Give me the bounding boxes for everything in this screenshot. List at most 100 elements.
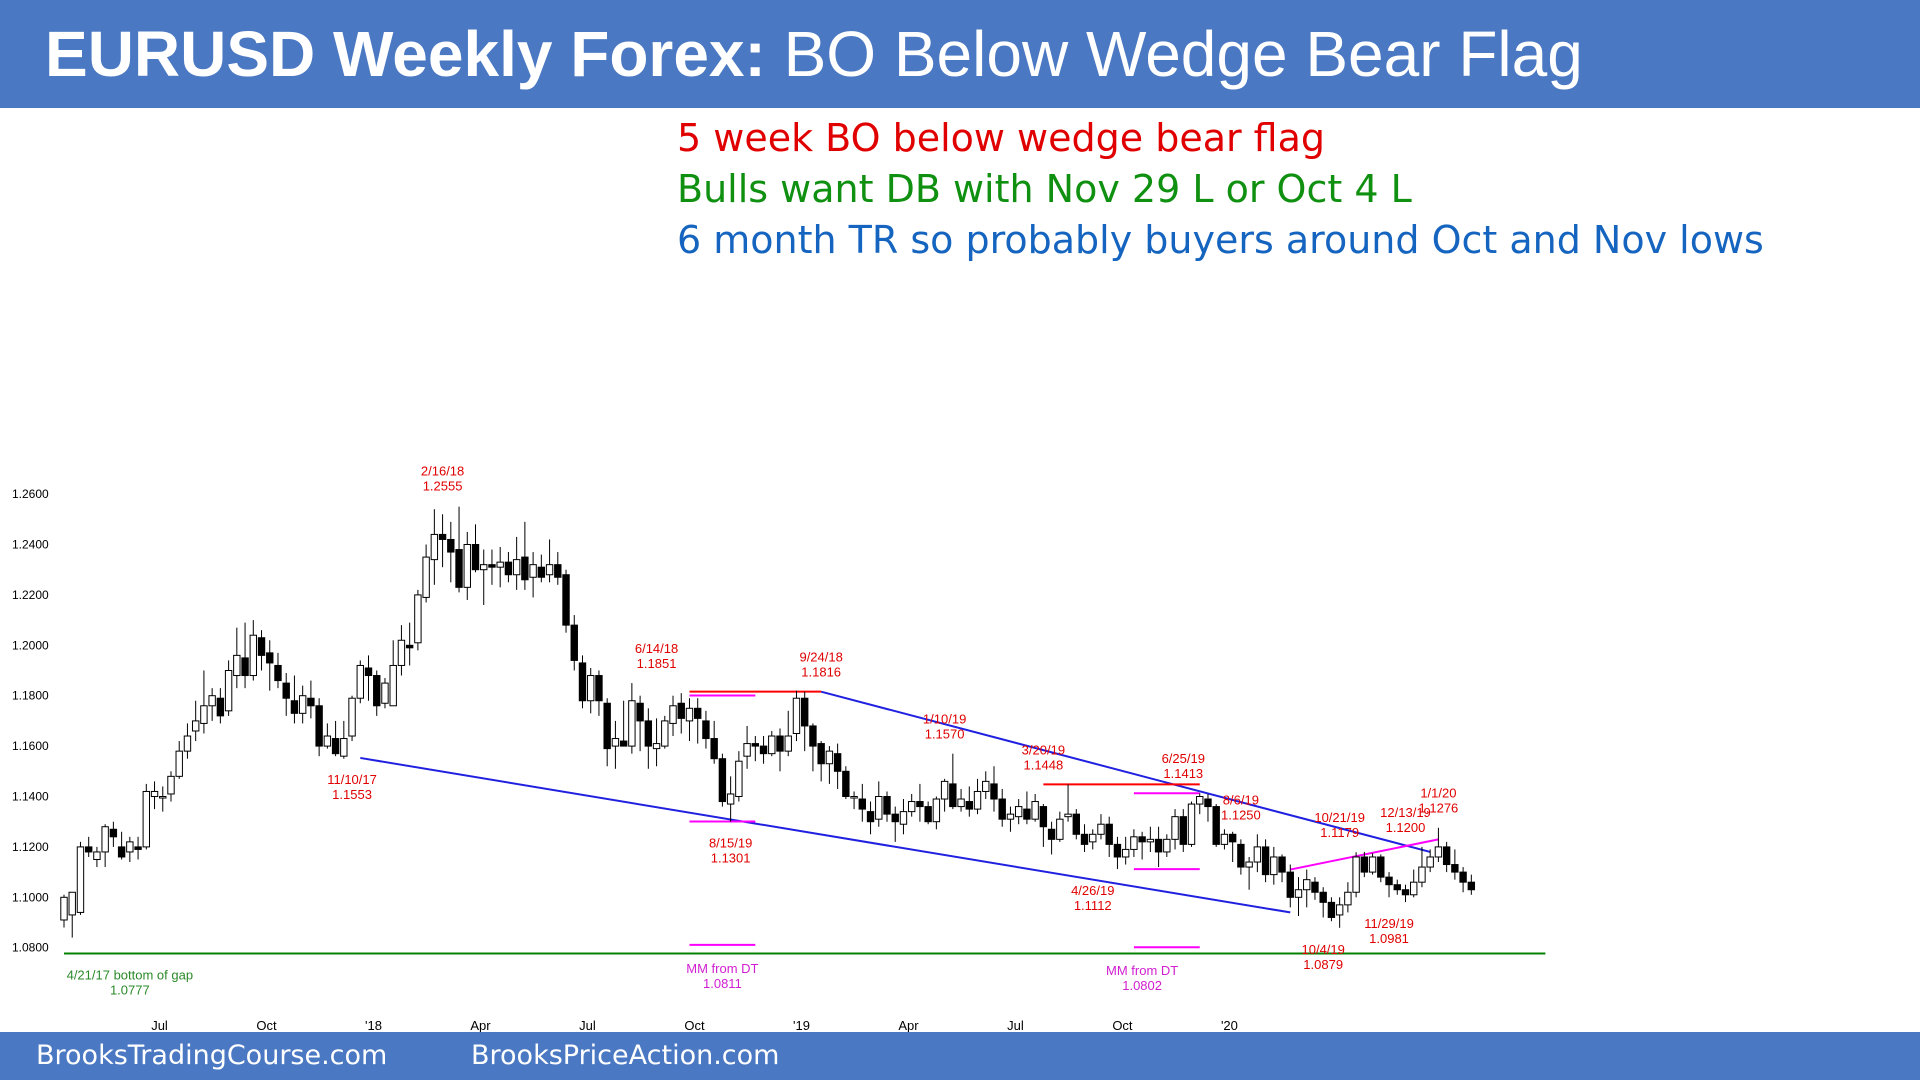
candle-body: [1228, 833, 1237, 843]
candle-body: [405, 644, 414, 649]
annotation-date: 8/15/19: [709, 835, 752, 850]
candle-body: [1410, 881, 1418, 896]
candle-body: [126, 841, 134, 853]
candle-body: [1319, 891, 1327, 903]
x-tick-label: Apr: [898, 1018, 919, 1032]
footer-link-trading-course[interactable]: BrooksTradingCourse.com: [36, 1040, 388, 1071]
candle-body: [381, 682, 389, 704]
candle-body: [1327, 901, 1336, 918]
candle-body: [545, 564, 554, 576]
candle-body: [1204, 798, 1212, 808]
candle-body: [644, 720, 653, 747]
candle-body: [842, 770, 850, 797]
candle-body: [1220, 833, 1229, 845]
candle-body: [1154, 838, 1163, 853]
candle-body: [1459, 871, 1467, 883]
candle-body: [340, 738, 348, 757]
candle-body: [636, 702, 644, 722]
candle-body: [1261, 846, 1270, 876]
candle-body: [241, 657, 249, 677]
candle-body: [1418, 866, 1426, 883]
candle-body: [134, 846, 142, 850]
candle-body: [266, 652, 274, 664]
candle-body: [521, 556, 529, 581]
candle-body: [1089, 833, 1097, 843]
candle-body: [274, 664, 282, 682]
candle-body: [397, 639, 406, 666]
candle-body: [866, 811, 875, 823]
candle-body: [735, 760, 743, 797]
candle-body: [726, 793, 735, 805]
candle-body: [1393, 884, 1401, 891]
candle-body: [932, 798, 941, 823]
annotation-date: 4/26/19: [1071, 883, 1114, 898]
annotation-price: 1.1200: [1386, 820, 1426, 835]
footer-link-price-action[interactable]: BrooksPriceAction.com: [471, 1040, 780, 1071]
candle-body: [455, 549, 463, 588]
x-tick-label: '18: [365, 1018, 382, 1032]
candle-body: [471, 544, 480, 571]
y-tick-label: 1.1200: [12, 840, 49, 854]
annotation-price: 1.1250: [1221, 807, 1261, 822]
candle-body: [1451, 864, 1459, 873]
candle-body: [257, 637, 266, 656]
candle-body: [587, 675, 595, 702]
candle-body: [677, 702, 685, 719]
candle-body: [282, 682, 290, 699]
candle-body: [1097, 823, 1105, 835]
candle-body: [1335, 904, 1344, 916]
annotation-price: 1.1413: [1163, 766, 1203, 781]
candle-body: [1401, 889, 1410, 896]
candle-body: [825, 750, 834, 765]
candle-body: [1014, 806, 1023, 818]
x-tick-label: Oct: [684, 1018, 705, 1032]
x-tick-label: '20: [1221, 1018, 1238, 1032]
candle-body: [496, 561, 504, 568]
candle-body: [776, 735, 784, 752]
candle-body: [1056, 818, 1064, 840]
candle-body: [414, 594, 422, 644]
x-tick-label: '19: [793, 1018, 810, 1032]
page-title: EURUSD Weekly Forex: BO Below Wedge Bear…: [45, 14, 1583, 94]
annotation-date: 11/10/17: [327, 772, 377, 787]
candle-body: [1352, 856, 1360, 893]
candle-body: [1212, 806, 1220, 845]
candle-body: [858, 798, 867, 810]
candle-body: [1278, 856, 1286, 873]
x-tick-label: Jul: [1007, 1018, 1024, 1032]
candle-body: [957, 798, 965, 808]
annotation-price: 1.1553: [332, 787, 372, 802]
candle-body: [661, 720, 669, 747]
candle-body: [899, 811, 908, 825]
candle-body: [315, 705, 323, 747]
candle-body: [331, 738, 340, 755]
candle-body: [982, 780, 990, 792]
candle-body: [364, 667, 373, 677]
candle-body: [949, 783, 957, 808]
trendline-line: [820, 690, 1431, 853]
candle-body: [1434, 846, 1443, 858]
candle-body: [1303, 879, 1311, 891]
candle-body: [430, 533, 439, 561]
candle-body: [504, 561, 513, 576]
candle-body: [1113, 843, 1122, 858]
annotation-date: 2/16/18: [421, 463, 464, 478]
annotation-price: 1.1179: [1320, 825, 1359, 840]
y-tick-label: 1.0800: [12, 941, 49, 955]
candle-body: [142, 790, 151, 848]
candle-body: [998, 798, 1006, 820]
candle-body: [1442, 846, 1451, 866]
candle-body: [109, 828, 118, 838]
candle-body: [833, 753, 842, 772]
candle-body: [356, 664, 364, 699]
candle-body: [710, 738, 718, 760]
annotation-date: 3/20/19: [1022, 742, 1065, 757]
note-range: 6 month TR so probably buyers around Oct…: [677, 218, 1764, 262]
trendline-line: [360, 756, 1291, 914]
annotation-price: 1.1570: [925, 727, 965, 742]
candle-body: [685, 707, 694, 722]
annotation-price: 1.0811: [703, 976, 742, 991]
candle-body: [76, 846, 85, 913]
annotation-date: 8/6/19: [1223, 792, 1259, 807]
x-tick-label: Jul: [151, 1018, 168, 1032]
